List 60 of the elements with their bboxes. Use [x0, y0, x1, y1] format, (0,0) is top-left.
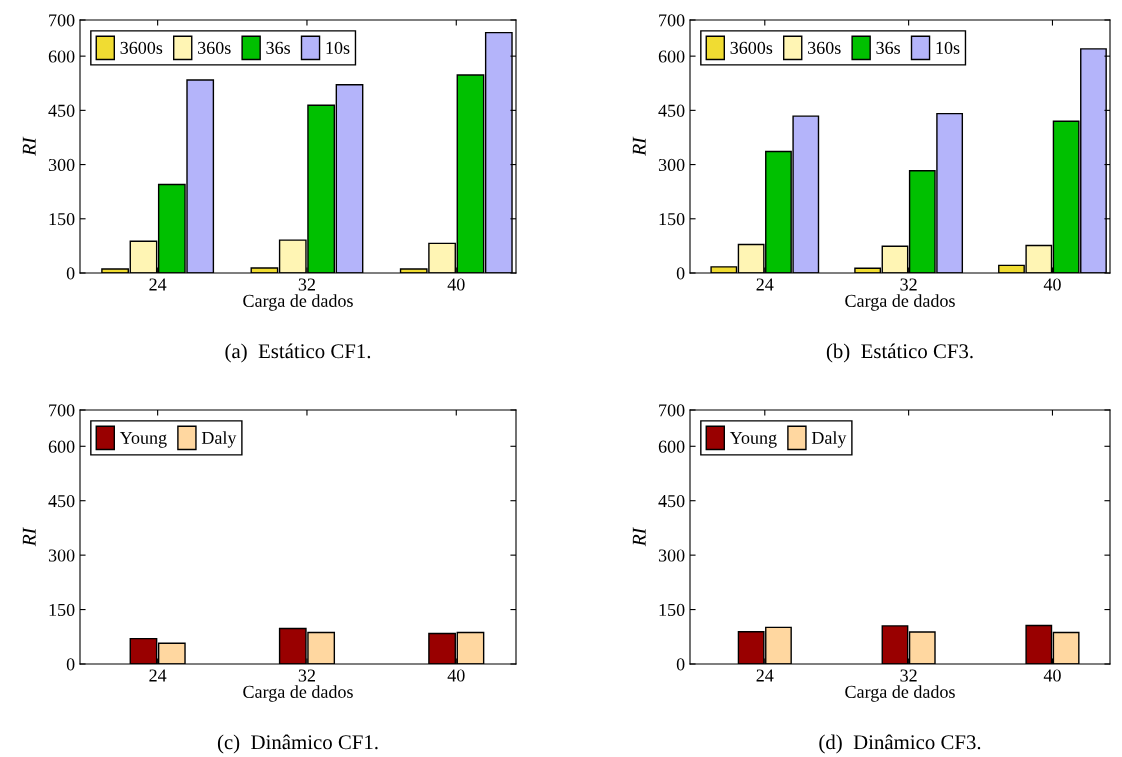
y-tick-label: 450	[658, 494, 685, 508]
x-axis-title: Carga de dados	[845, 294, 955, 311]
x-tick-label: 24	[756, 669, 774, 682]
y-axis-title: RI	[632, 136, 646, 156]
legend-label: 3600s	[120, 41, 163, 54]
y-axis-title: RI	[22, 527, 36, 547]
y-tick-label: 150	[49, 213, 75, 226]
x-tick-label: 24	[756, 278, 774, 291]
y-tick-label: 0	[66, 267, 75, 280]
y-tick-label: 600	[48, 440, 75, 453]
x-tick-label: 32	[298, 278, 315, 291]
y-tick-label: 300	[48, 158, 75, 172]
legend-label: 360s	[198, 41, 231, 54]
y-tick-label: 700	[49, 14, 75, 27]
x-tick-label: 40	[1043, 278, 1061, 291]
text: (d) Dinâmico CF3.	[819, 734, 981, 754]
text: (a) Estático CF1.	[225, 343, 371, 363]
x-tick-label: 24	[149, 669, 167, 682]
y-tick-label: 600	[48, 50, 75, 63]
legend-label: 360s	[808, 41, 841, 54]
x-tick-label: 40	[447, 669, 465, 682]
y-tick-label: 700	[49, 404, 75, 417]
y-tick-label: 300	[48, 549, 75, 562]
x-axis-title: Carga de dados	[243, 685, 353, 702]
y-tick-label: 450	[48, 494, 75, 508]
legend-label: Daly	[811, 431, 847, 448]
text: (b) Estático CF3.	[826, 343, 973, 363]
x-tick-label: 40	[447, 278, 465, 291]
x-tick-label: 32	[298, 669, 315, 682]
legend-label: 36s	[266, 41, 291, 54]
y-tick-label: 300	[658, 549, 685, 562]
x-tick-label: 40	[1043, 669, 1061, 682]
y-axis-title: RI	[22, 136, 36, 156]
legend-label: 36s	[876, 41, 901, 54]
x-tick-label: 24	[149, 278, 167, 291]
y-tick-label: 0	[676, 267, 685, 280]
y-tick-label: 600	[658, 50, 685, 63]
y-tick-label: 150	[659, 213, 685, 226]
y-tick-label: 300	[658, 158, 685, 172]
y-tick-label: 700	[659, 404, 685, 417]
legend-label: Daly	[201, 431, 237, 448]
y-tick-label: 600	[658, 440, 685, 453]
legend-label: 10s	[936, 41, 960, 54]
y-tick-label: 450	[48, 104, 75, 117]
y-tick-label: 0	[66, 658, 75, 671]
y-tick-label: 700	[659, 14, 685, 27]
x-tick-label: 32	[900, 669, 917, 682]
y-axis-title: RI	[632, 527, 646, 547]
legend-label: 3600s	[730, 41, 773, 54]
x-tick-label: 32	[900, 278, 917, 291]
y-tick-label: 150	[659, 603, 685, 617]
y-tick-label: 0	[676, 658, 685, 671]
x-axis-title: Carga de dados	[243, 294, 353, 311]
legend-label: Young	[119, 431, 167, 448]
legend-label: 10s	[326, 41, 350, 54]
y-tick-label: 150	[49, 603, 75, 617]
text: (c) Dinâmico CF1.	[217, 734, 378, 754]
legend-label: Young	[729, 431, 777, 448]
y-tick-label: 450	[658, 104, 685, 117]
x-axis-title: Carga de dados	[845, 685, 955, 702]
